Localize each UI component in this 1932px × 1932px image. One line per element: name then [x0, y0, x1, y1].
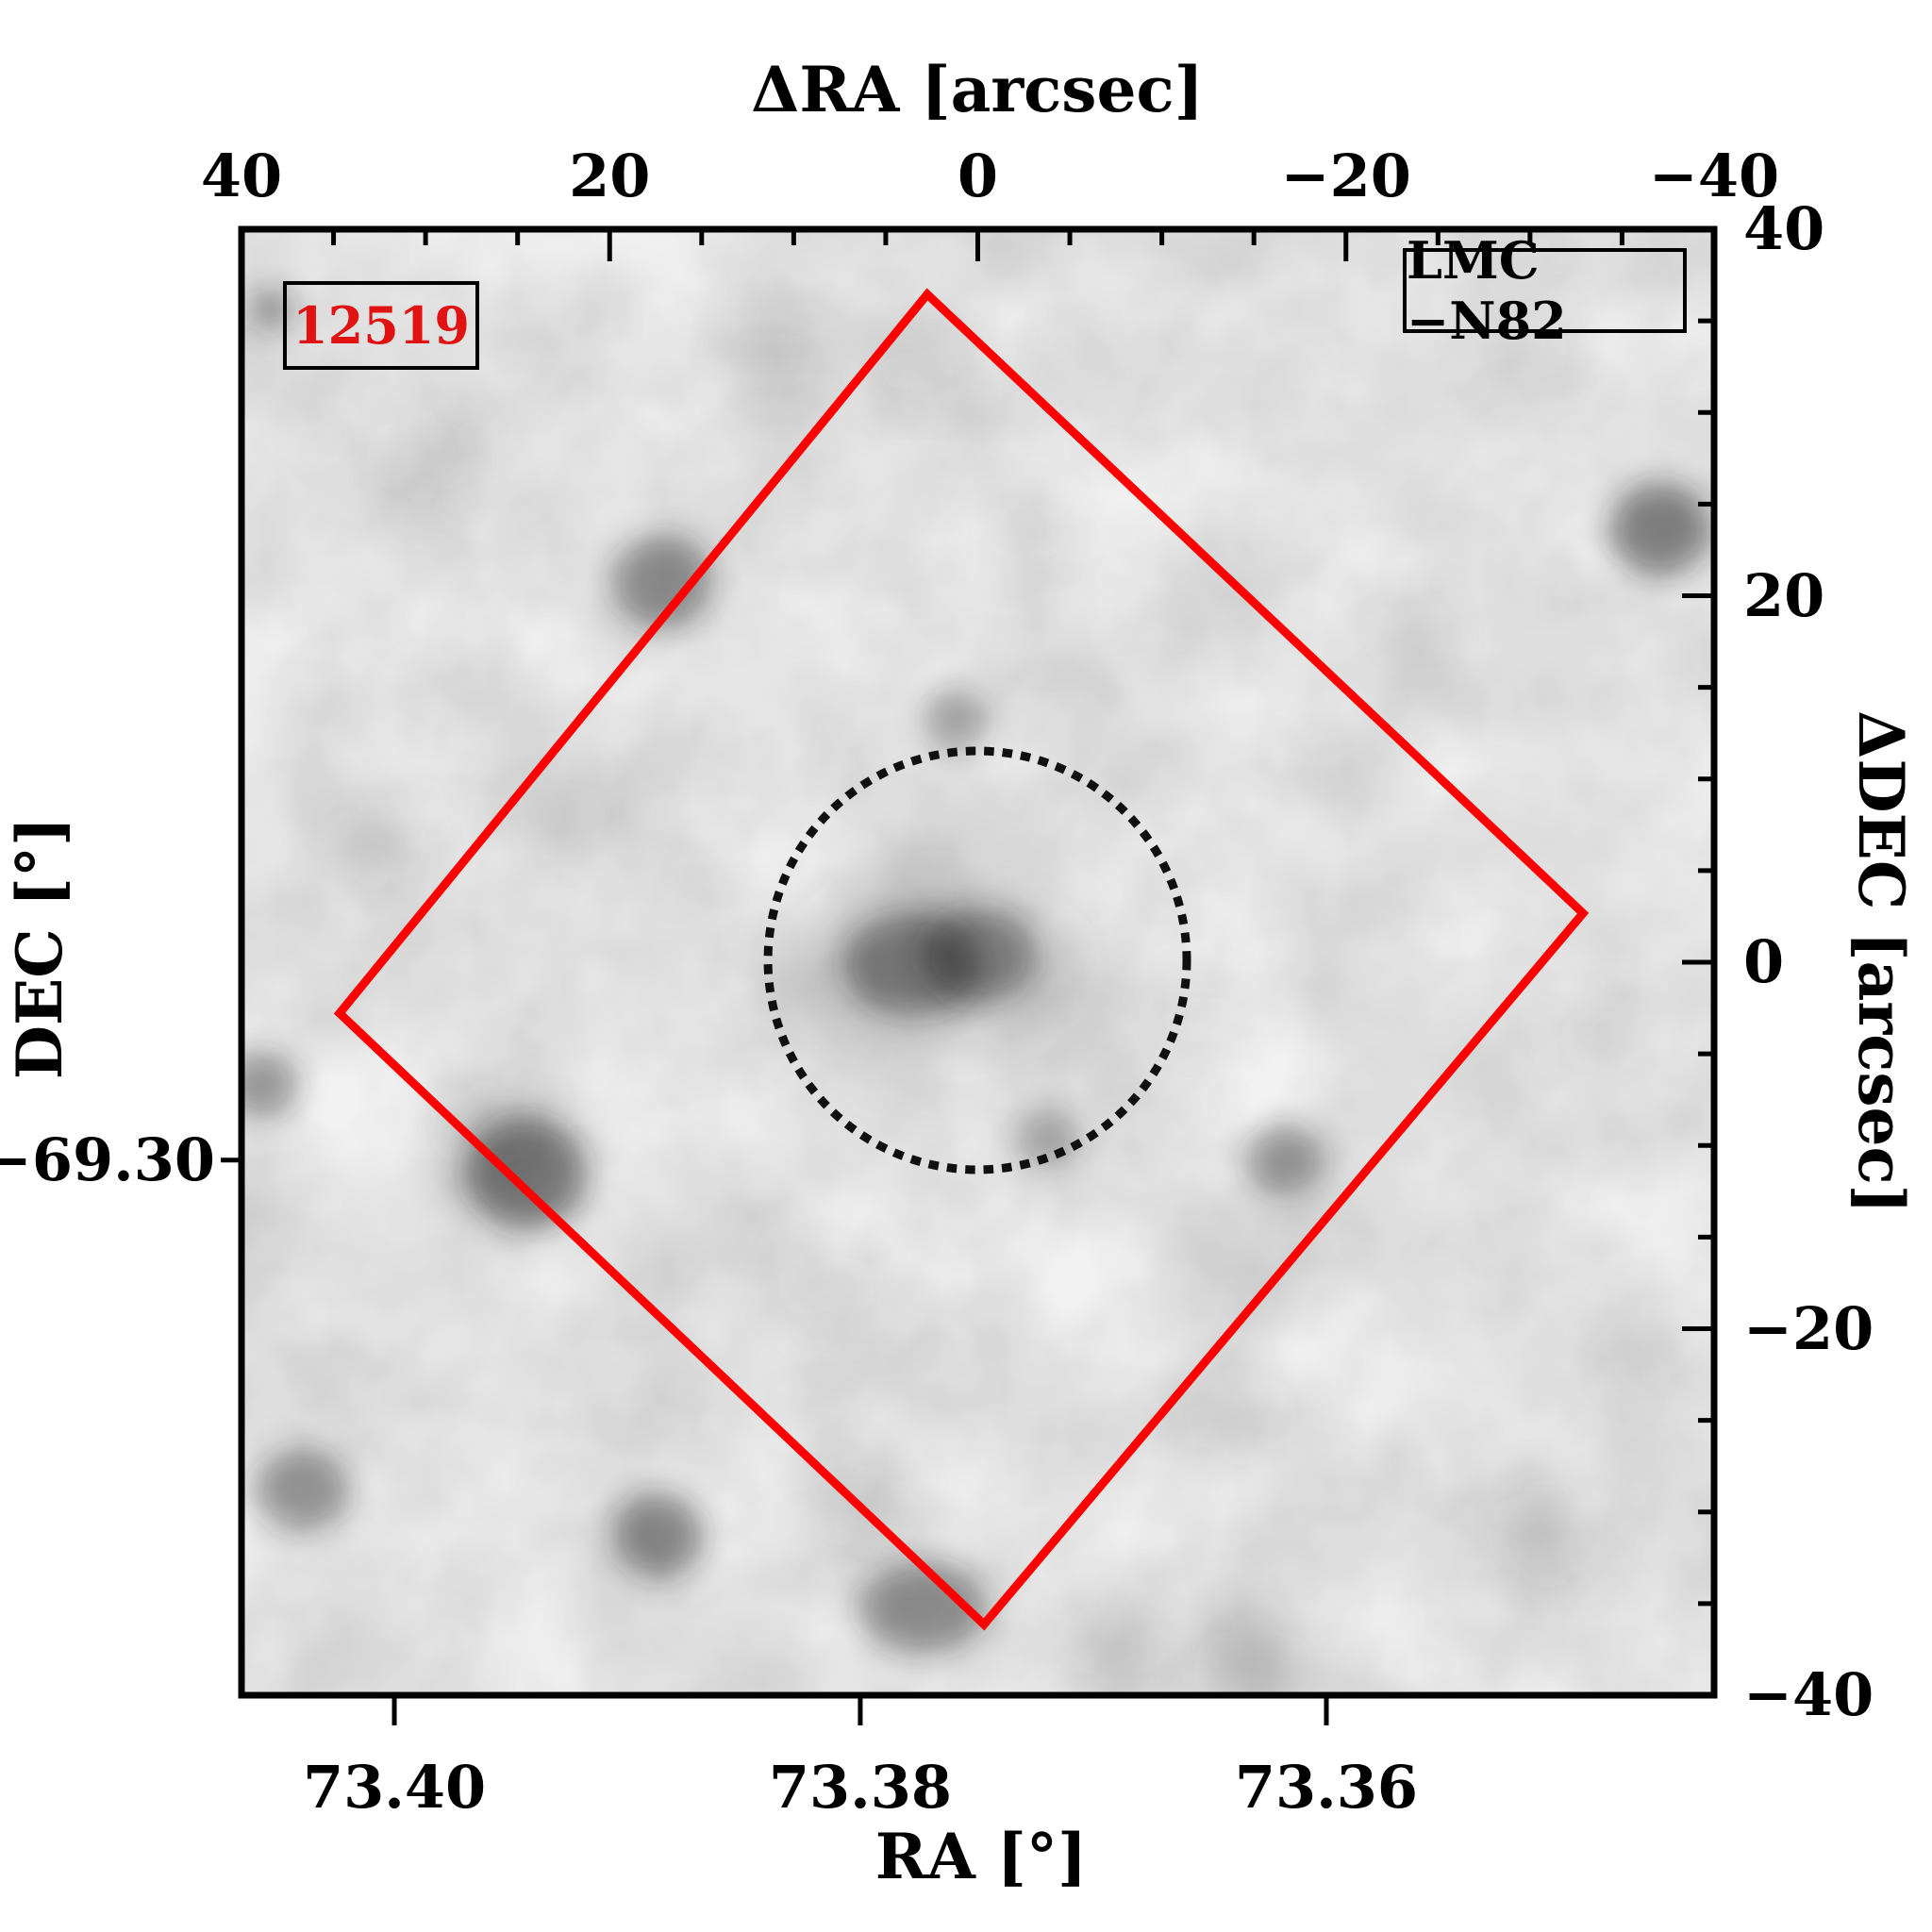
star-blob — [381, 420, 460, 491]
star-blob — [1617, 1308, 1696, 1376]
target-id-text: 12519 — [292, 295, 470, 356]
top-axis-title: ΔRA [arcsec] — [751, 53, 1204, 126]
top-tick-label: 20 — [569, 142, 651, 210]
star-blob — [991, 501, 1058, 561]
star-blob — [858, 1563, 987, 1654]
right-axis-title: ΔDEC [arcsec] — [1844, 710, 1918, 1214]
top-tick-label: 0 — [957, 142, 999, 210]
star-blob — [242, 1051, 299, 1119]
star-blob — [1609, 482, 1711, 576]
star-blob — [1015, 1108, 1083, 1169]
right-tick-label: −20 — [1743, 1293, 1874, 1363]
star-blob — [1483, 317, 1555, 381]
left-axis-title: DEC [°] — [3, 816, 76, 1080]
star-blob — [921, 908, 1038, 1003]
star-blob — [1501, 1494, 1591, 1574]
left-tick-label: −69.30 — [0, 1124, 215, 1194]
star-blob — [1375, 603, 1447, 667]
right-tick-label: 40 — [1743, 194, 1825, 263]
star-blob — [1074, 1606, 1154, 1677]
right-tick-label: −40 — [1743, 1660, 1874, 1729]
target-id-badge: 12519 — [283, 281, 479, 370]
star-blob — [1047, 344, 1104, 397]
aperture-circle — [763, 746, 1191, 1174]
star-blob — [1208, 1630, 1299, 1695]
star-blob — [791, 1254, 862, 1318]
top-tick-label: 40 — [200, 142, 283, 210]
star-blob — [611, 534, 713, 628]
right-tick-label: 0 — [1743, 927, 1785, 996]
bottom-tick-label: 73.36 — [1234, 1753, 1419, 1822]
star-blob — [333, 808, 412, 880]
star-blob — [1200, 1377, 1283, 1453]
bottom-tick-label: 73.40 — [302, 1753, 487, 1822]
star-blob — [255, 1449, 349, 1532]
field-name-text: LMC −N82 — [1407, 230, 1567, 351]
top-tick-label: −40 — [1648, 142, 1780, 210]
star-blob — [1245, 1125, 1324, 1197]
sky-field — [242, 229, 1714, 1695]
star-blob — [924, 691, 989, 751]
star-blob — [513, 780, 592, 848]
top-tick-label: −20 — [1280, 142, 1411, 210]
right-tick-label: 20 — [1743, 560, 1825, 630]
star-blob — [250, 290, 291, 331]
star-blob — [888, 344, 948, 397]
star-blob — [1174, 991, 1234, 1048]
star-blob — [445, 1090, 525, 1165]
ifu-footprint-diamond — [333, 288, 1590, 1631]
field-name-badge: LMC −N82 — [1403, 230, 1687, 351]
bottom-axis-title: RA [°] — [874, 1820, 1088, 1893]
bottom-tick-label: 73.38 — [768, 1753, 952, 1822]
star-blob — [736, 330, 804, 391]
star-blob — [613, 1492, 704, 1579]
star-blob — [1574, 1008, 1645, 1073]
